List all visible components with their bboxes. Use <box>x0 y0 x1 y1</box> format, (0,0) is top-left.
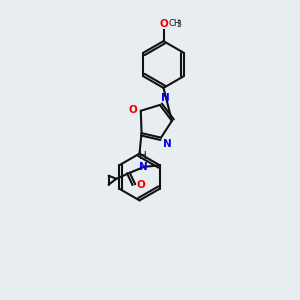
Text: CH: CH <box>169 19 181 28</box>
Text: N: N <box>163 139 172 149</box>
Text: 3: 3 <box>177 20 182 29</box>
Text: H: H <box>140 152 147 161</box>
Text: O: O <box>159 19 168 29</box>
Text: O: O <box>136 180 145 190</box>
Text: N: N <box>161 93 170 103</box>
Text: N: N <box>139 161 148 172</box>
Text: O: O <box>128 105 137 115</box>
